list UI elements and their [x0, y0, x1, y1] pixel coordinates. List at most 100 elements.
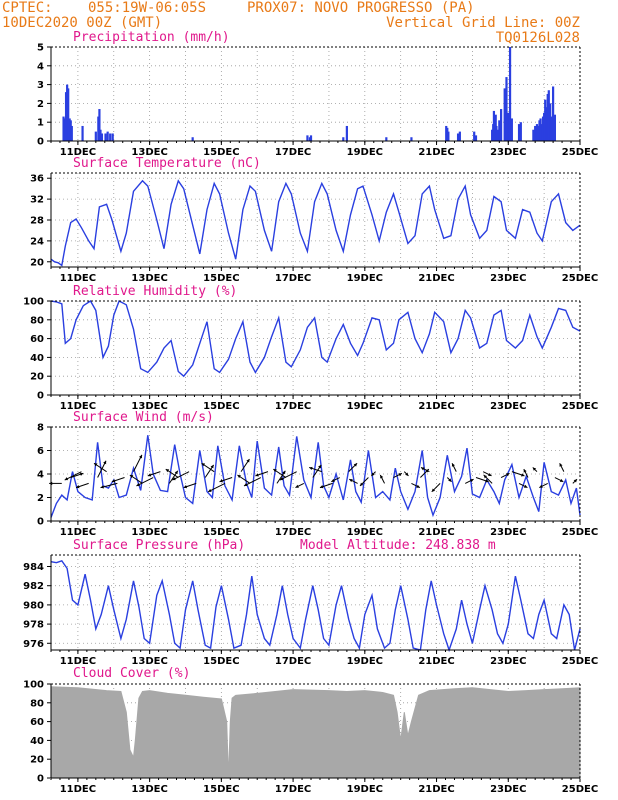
rh-ytick-label: 100: [23, 297, 44, 308]
wind-title: Surface Wind (m/s): [73, 410, 214, 425]
pres-xtick-label: 17DEC: [275, 656, 311, 667]
wind-arrowhead: [76, 485, 80, 489]
header-coordinates: 055:19W-06:05S: [88, 0, 206, 16]
cloud-xtick-label: 13DEC: [131, 784, 167, 795]
precip-ytick-label: 4: [37, 61, 44, 72]
wind-ytick-label: 2: [37, 493, 44, 504]
wind-arrowhead: [532, 467, 537, 471]
wind-arrowhead: [573, 479, 578, 483]
wind-arrowhead: [282, 470, 286, 475]
precip-xtick-label: 17DEC: [275, 147, 311, 158]
rh-xtick-label: 11DEC: [60, 401, 96, 412]
rh-ytick-label: 20: [30, 372, 44, 383]
wind-arrowhead: [380, 475, 384, 479]
wind-arrowhead: [237, 475, 241, 479]
wind-ytick-label: 4: [37, 470, 44, 481]
precip-bar: [99, 129, 102, 141]
wind-arrowhead: [506, 473, 510, 477]
header-station: PROX07: NOVO PROGRESSO (PA): [247, 0, 475, 16]
rh-panel: 0 20 40 60 80 100 11DEC 13DEC 15DEC 17DEC 19DEC 21D…: [23, 284, 598, 412]
wind-arrowhead: [244, 483, 248, 487]
wind-xtick-label: 13DEC: [131, 527, 167, 538]
header-run-date: 10DEC2020 00Z (GMT): [2, 15, 162, 31]
precip-bar: [544, 99, 547, 141]
temp-xtick-label: 17DEC: [275, 273, 311, 284]
pres-xtick-label: 11DEC: [60, 656, 96, 667]
temp-panel: 20 24 28 32 36 11DEC 13DEC 15DEC 17DEC 19DEC 21DEC…: [30, 156, 598, 284]
precip-xtick-label: 25DEC: [562, 147, 598, 158]
rh-xtick-label: 25DEC: [562, 401, 598, 412]
wind-arrowhead: [448, 478, 452, 482]
temp-ytick-label: 36: [30, 174, 44, 185]
precip-bar: [498, 120, 501, 141]
cloud-xtick-label: 15DEC: [203, 784, 239, 795]
precip-bar: [67, 88, 70, 141]
temp-ytick-label: 20: [30, 257, 44, 268]
wind-vector: [97, 460, 107, 478]
precip-ytick-label: 0: [37, 137, 44, 148]
precip-title: Precipitation (mm/h): [73, 30, 230, 45]
precip-panel: 0 1 2 3 4 5 11DEC 13DEC 15DEC 17DEC 19DEC 21DEC 23DE…: [37, 30, 598, 158]
rh-ytick-label: 80: [30, 315, 44, 326]
panels: 0 1 2 3 4 5 11DEC 13DEC 15DEC 17DEC 19DEC 21DEC 23DE…: [23, 30, 598, 795]
wind-arrowhead: [485, 479, 489, 483]
rh-title: Relative Humidity (%): [73, 284, 237, 299]
cloud-ytick-label: 0: [37, 774, 44, 785]
pres-xtick-label: 25DEC: [562, 656, 598, 667]
wind-arrowhead: [219, 479, 223, 483]
precip-bar: [70, 125, 73, 141]
wind-arrowhead: [100, 485, 104, 489]
wind-arrowhead: [255, 473, 259, 477]
wind-vector: [136, 477, 154, 487]
rh-ytick-label: 60: [30, 334, 44, 345]
wind-arrowhead: [79, 472, 84, 476]
wind-xtick-label: 21DEC: [418, 527, 454, 538]
cloud-ytick-label: 20: [30, 755, 44, 766]
wind-arrowhead: [470, 479, 474, 483]
wind-arrowhead: [483, 475, 488, 479]
precip-bar: [508, 47, 512, 141]
precip-bar: [109, 133, 112, 141]
precip-bar: [492, 110, 496, 141]
rh-xtick-label: 23DEC: [490, 401, 526, 412]
precip-bar: [100, 133, 104, 141]
precip-xtick-label: 19DEC: [347, 147, 383, 158]
cloud-xtick-label: 21DEC: [418, 784, 454, 795]
cloud-xtick-label: 11DEC: [60, 784, 96, 795]
precip-bar: [81, 125, 84, 141]
cloud-ytick-label: 40: [30, 736, 44, 747]
wind-arrowhead: [172, 477, 176, 481]
precip-ytick-label: 3: [37, 80, 44, 91]
wind-arrowhead: [539, 484, 543, 488]
wind-xtick-label: 11DEC: [60, 527, 96, 538]
temp-line: [50, 179, 581, 267]
wind-arrowhead: [309, 466, 313, 471]
wind-arrowhead: [319, 485, 324, 489]
wind-vector: [64, 471, 82, 481]
precip-bar: [473, 131, 476, 141]
wind-arrowhead: [431, 488, 436, 492]
wind-arrowhead: [523, 484, 528, 488]
precip-bar: [98, 109, 101, 141]
wind-arrowhead: [183, 485, 188, 489]
temp-ytick-label: 24: [30, 236, 44, 247]
cloud-ytick-label: 100: [23, 680, 44, 691]
wind-arrowhead: [318, 464, 322, 469]
precip-bar: [410, 137, 413, 141]
wind-vector: [172, 471, 190, 481]
rh-xtick-label: 15DEC: [203, 401, 239, 412]
wind-vector: [207, 482, 226, 493]
cloud-title: Cloud Cover (%): [73, 666, 190, 681]
precip-xtick-label: 21DEC: [418, 147, 454, 158]
precip-bar: [507, 112, 510, 141]
rh-line: [50, 300, 581, 378]
precip-bar: [456, 133, 460, 141]
rh-xtick-label: 13DEC: [131, 401, 167, 412]
precip-bar: [510, 118, 513, 141]
cloud-xtick-label: 23DEC: [490, 784, 526, 795]
temp-xtick-label: 25DEC: [562, 273, 598, 284]
header: CPTEC: 055:19W-06:05S PROX07: NOVO PROGR…: [2, 0, 580, 46]
precip-bar: [540, 124, 543, 141]
wind-arrowhead: [129, 475, 134, 479]
pres-panel: 976 978 980 982 984 11DEC 13DEC 15DEC 17DEC 19DEC…: [23, 538, 598, 667]
